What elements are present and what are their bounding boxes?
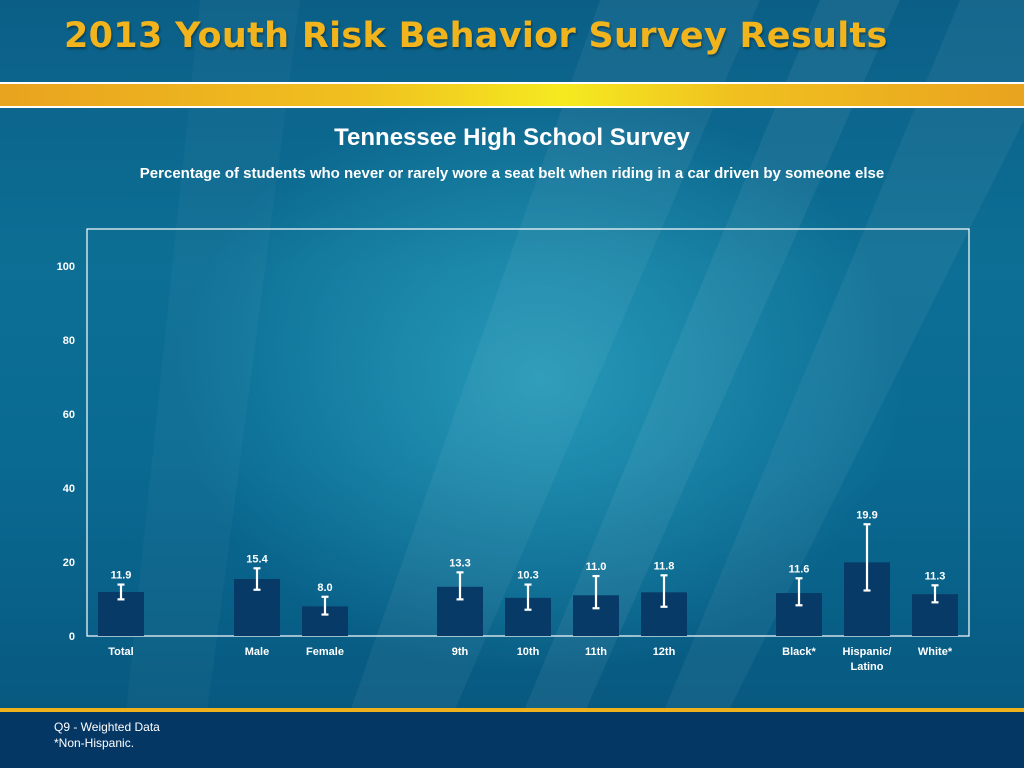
y-tick-label: 0 — [69, 631, 75, 643]
x-tick-label-8-line1: Latino — [851, 661, 884, 673]
data-label-3: 13.3 — [449, 557, 470, 569]
data-label-9: 11.3 — [925, 570, 946, 582]
y-tick-label: 20 — [63, 557, 75, 569]
x-tick-label-8-line0: Hispanic/ — [843, 646, 892, 658]
x-tick-label-9: White* — [918, 646, 953, 658]
data-label-6: 11.8 — [654, 560, 675, 572]
footnote-non-hispanic: *Non-Hispanic. — [54, 736, 135, 750]
x-tick-label-3: 9th — [452, 646, 469, 658]
x-tick-label-6: 12th — [653, 646, 676, 658]
x-tick-label-7: Black* — [782, 646, 816, 658]
y-tick-label: 40 — [63, 483, 75, 495]
data-label-2: 8.0 — [317, 582, 332, 594]
chart-title: Tennessee High School Survey — [334, 124, 690, 151]
x-tick-label-0: Total — [108, 646, 133, 658]
footnote-weighted-data: Q9 - Weighted Data — [54, 720, 160, 734]
y-tick-label: 80 — [63, 335, 75, 347]
data-label-0: 11.9 — [111, 570, 132, 582]
chart-subtitle: Percentage of students who never or rare… — [139, 165, 885, 182]
x-tick-label-4: 10th — [517, 646, 540, 658]
slide-title: 2013 Youth Risk Behavior Survey Results — [64, 16, 888, 56]
footer-band — [0, 708, 1024, 768]
data-label-8: 19.9 — [856, 509, 877, 521]
y-tick-label: 100 — [57, 261, 75, 273]
x-tick-label-1: Male — [245, 646, 269, 658]
y-tick-label: 60 — [63, 409, 75, 421]
gold-divider-band — [0, 82, 1024, 108]
data-label-1: 15.4 — [246, 553, 268, 565]
data-label-4: 10.3 — [517, 570, 538, 582]
data-label-5: 11.0 — [586, 561, 607, 573]
x-tick-label-5: 11th — [585, 646, 607, 658]
x-tick-label-2: Female — [306, 646, 344, 658]
data-label-7: 11.6 — [789, 563, 810, 575]
